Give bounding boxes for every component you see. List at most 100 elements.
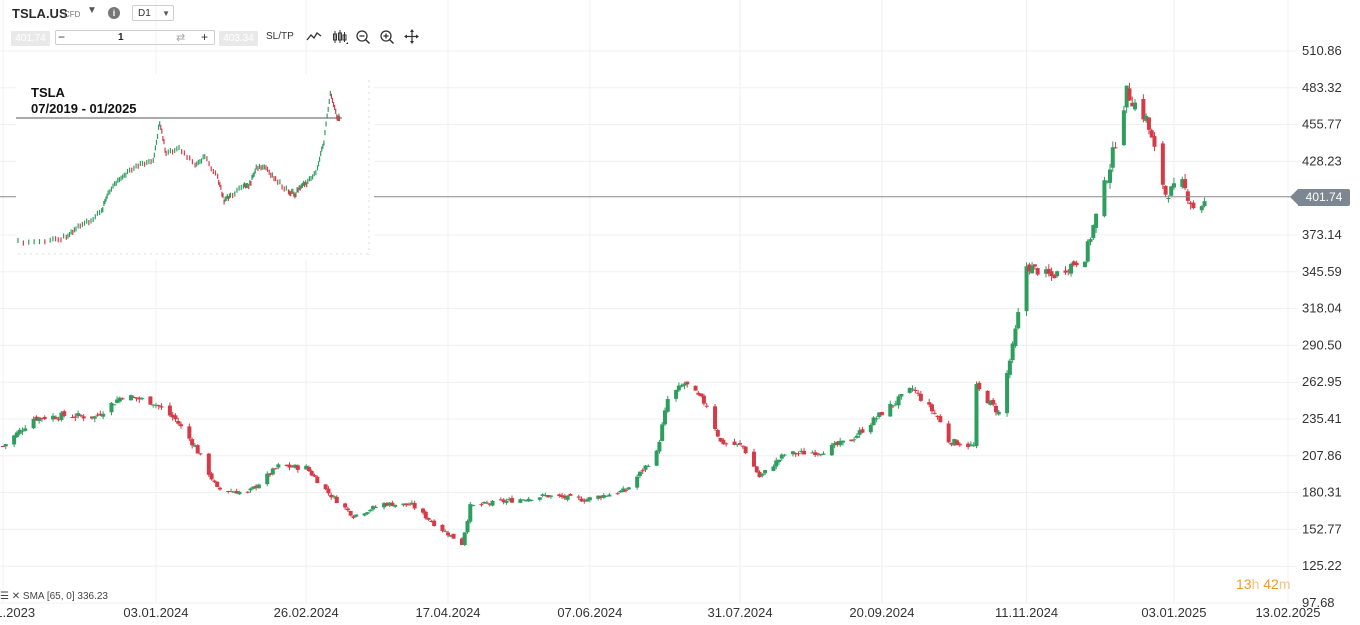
candle — [345, 506, 350, 512]
candle — [1007, 358, 1012, 379]
candle — [618, 490, 623, 493]
candle — [829, 442, 834, 456]
info-icon[interactable]: i — [108, 7, 120, 19]
indicator-label: SMA [65, 0] 336.23 — [22, 591, 108, 602]
candle — [1030, 262, 1035, 274]
candle — [596, 495, 601, 501]
candle — [265, 471, 270, 487]
candle — [484, 500, 489, 504]
zoom-out-icon[interactable] — [355, 29, 371, 45]
candle — [543, 492, 548, 497]
candle — [821, 451, 826, 455]
timeframe-select[interactable]: D1 ▼ — [132, 5, 174, 21]
candle — [646, 464, 651, 468]
candle — [701, 393, 706, 406]
candle — [1191, 200, 1196, 210]
candle — [662, 407, 667, 426]
candle — [957, 442, 962, 447]
sl-tp-button[interactable]: SL/TP — [266, 31, 294, 42]
timeframe-value: D1 — [138, 8, 151, 19]
remove-indicator-icon[interactable]: ✕ — [11, 591, 21, 602]
candle — [1049, 267, 1054, 281]
candle — [109, 402, 114, 416]
time-axis[interactable]: 09.11.2023 03.01.2024 26.02.2024 17.04.2024… — [0, 605, 1321, 620]
line-chart-icon[interactable] — [306, 29, 322, 45]
candle — [153, 402, 158, 409]
volume-input[interactable]: 1 — [118, 32, 124, 43]
candle — [334, 495, 339, 504]
candle — [754, 465, 759, 473]
candle — [507, 497, 512, 502]
candle — [562, 493, 567, 501]
crosshair-move-icon[interactable] — [404, 29, 420, 45]
candle — [518, 498, 523, 504]
candle — [927, 398, 932, 408]
candle — [440, 524, 445, 533]
swap-icon[interactable]: ⇄ — [176, 32, 186, 44]
candle — [1, 445, 5, 448]
candle — [206, 452, 211, 477]
candle — [521, 498, 526, 501]
candle — [585, 497, 590, 502]
candles-icon[interactable] — [332, 29, 348, 45]
candle — [179, 421, 184, 429]
x-tick-label: 09.11.2023 — [0, 605, 35, 620]
candle — [952, 438, 957, 446]
candle — [465, 519, 470, 534]
volume-stepper[interactable]: − 1 ⇄ + — [55, 30, 215, 45]
candle — [626, 486, 631, 490]
candle — [813, 449, 818, 458]
x-tick-label: 17.04.2024 — [415, 605, 480, 620]
candle — [131, 395, 136, 399]
candle — [877, 412, 882, 419]
candle — [1169, 185, 1174, 196]
candle — [832, 440, 837, 449]
candle — [740, 445, 745, 449]
chevron-down-icon: ▼ — [162, 9, 170, 18]
candle — [56, 416, 61, 422]
candle — [295, 464, 300, 473]
candle — [996, 410, 1001, 416]
candle — [504, 498, 509, 505]
candle — [192, 443, 197, 448]
candle — [946, 420, 951, 444]
candle — [557, 493, 562, 498]
x-tick-label: 20.09.2024 — [849, 605, 914, 620]
symbol-selector[interactable]: TSLA.US — [12, 6, 68, 21]
candle — [451, 533, 456, 539]
increase-volume-button[interactable]: + — [201, 30, 209, 44]
candle — [546, 494, 551, 498]
candle — [276, 462, 281, 470]
candle — [860, 426, 865, 434]
indicator-legend[interactable]: ☰ ✕ SMA [65, 0] 336.23 — [0, 591, 108, 602]
indicator-settings-icon[interactable]: ☰ — [0, 591, 9, 602]
candle — [1074, 260, 1079, 268]
candle — [209, 471, 214, 481]
candle — [98, 410, 103, 417]
buy-price-button[interactable]: 403.34 — [219, 31, 258, 46]
decrease-volume-button[interactable]: − — [58, 30, 66, 44]
candle — [676, 382, 681, 392]
candle — [971, 442, 976, 447]
candle — [1152, 132, 1157, 152]
candle — [245, 491, 250, 494]
price-axis[interactable]: 510.86 483.32 455.77 428.23 373.14 345.59 318.… — [1302, 43, 1342, 610]
candle — [685, 381, 690, 388]
candle — [137, 396, 142, 403]
candle — [1110, 141, 1115, 173]
candle — [231, 490, 236, 493]
x-tick-label: 11.11.2024 — [995, 605, 1058, 620]
candle — [660, 422, 665, 442]
candle — [888, 400, 893, 417]
candle — [78, 414, 83, 418]
candle — [59, 411, 64, 422]
zoom-in-icon[interactable] — [379, 29, 395, 45]
chevron-down-icon[interactable]: ▼ — [87, 5, 97, 16]
sell-price-button[interactable]: 401.74 — [11, 31, 50, 46]
candle — [432, 519, 437, 527]
candle — [910, 385, 915, 392]
candle — [529, 499, 534, 502]
candle — [974, 381, 979, 449]
candle — [968, 441, 973, 447]
